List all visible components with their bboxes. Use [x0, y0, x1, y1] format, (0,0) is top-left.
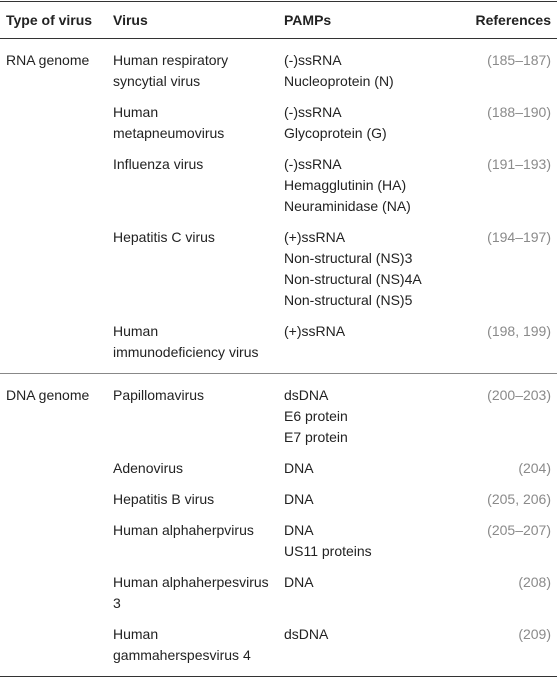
- reference: (204): [518, 460, 551, 476]
- virus-name: Human gammaherspesvirus 4: [107, 620, 278, 677]
- table-row: Adenovirus DNA (204): [0, 454, 557, 485]
- pamps: (-)ssRNA Glycoprotein (G): [278, 98, 458, 150]
- virus-type: DNA genome: [6, 387, 90, 403]
- virus-type: [0, 516, 107, 568]
- reference: (191–193): [487, 156, 551, 172]
- virus-type: [0, 223, 107, 317]
- reference: (200–203): [487, 387, 551, 403]
- table-row: Human alphaherpvirus DNA US11 proteins (205…: [0, 516, 557, 568]
- section: RNA genome Human respiratory syncytial vi…: [0, 39, 557, 374]
- pamps: dsDNA: [278, 620, 458, 677]
- pamps: DNA: [278, 454, 458, 485]
- virus-name: Human alphaherpvirus: [113, 522, 254, 538]
- virus-name: Human alphaherpesvirus 3: [113, 574, 269, 611]
- reference: (188–190): [487, 104, 551, 120]
- pamp: DNA: [284, 460, 314, 476]
- table-header: Type of virus Virus PAMPs References: [0, 1, 557, 39]
- pamp: DNA: [284, 574, 314, 590]
- reference: (208): [518, 574, 551, 590]
- virus-name: Hepatitis B virus: [113, 491, 215, 507]
- pamps: (+)ssRNA Non-structural (NS)3 Non-structur…: [278, 223, 458, 317]
- virus-type: [0, 485, 107, 516]
- reference: (205–207): [487, 522, 551, 538]
- table-row: Hepatitis C virus (+)ssRNA Non-structural …: [0, 223, 557, 317]
- pamp: DNA: [284, 491, 314, 507]
- reference: (209): [458, 620, 557, 677]
- pamp: E6 protein: [284, 408, 348, 424]
- pamp: DNA: [284, 522, 314, 538]
- pamps: (+)ssRNA: [278, 317, 458, 374]
- pamp: Nucleoprotein (N): [284, 73, 394, 89]
- column-header: Virus: [107, 1, 278, 39]
- virus-name: Hepatitis C virus: [113, 229, 215, 245]
- pamps: (-)ssRNA Nucleoprotein (N): [278, 39, 458, 99]
- pamps: DNA: [278, 485, 458, 516]
- pamp: dsDNA: [284, 626, 329, 642]
- pamps: dsDNA E6 protein E7 protein: [278, 374, 458, 455]
- virus-name: Papillomavirus: [113, 387, 205, 403]
- virus-type: [0, 568, 107, 620]
- table-row: DNA genome Papillomavirus dsDNA E6 protein E…: [0, 374, 557, 455]
- pamp: Glycoprotein (G): [284, 125, 387, 141]
- pamp: (+)ssRNA: [284, 323, 346, 339]
- reference: (185–187): [487, 52, 551, 68]
- pamp: (+)ssRNA: [284, 229, 346, 245]
- virus-type: [0, 150, 107, 223]
- virus-type: [0, 98, 107, 150]
- table-row: RNA genome Human respiratory syncytial vi…: [0, 39, 557, 99]
- pamp: Neuraminidase (NA): [284, 198, 411, 214]
- virus-name: Influenza virus: [113, 156, 204, 172]
- virus-type: RNA genome: [6, 52, 90, 68]
- reference: (198, 199): [458, 317, 557, 374]
- virus-type: [0, 454, 107, 485]
- virus-name: Human metapneumovirus: [113, 104, 225, 141]
- column-header: PAMPs: [278, 1, 458, 39]
- table-row: Human gammaherspesvirus 4 dsDNA (209): [0, 620, 557, 677]
- table-row: Human immunodeficiency virus (+)ssRNA (198…: [0, 317, 557, 374]
- pamp: dsDNA: [284, 387, 329, 403]
- section: DNA genome Papillomavirus dsDNA E6 protein E…: [0, 374, 557, 677]
- virus-type: [0, 317, 107, 374]
- pamp: Non-structural (NS)3: [284, 250, 413, 266]
- pamp: Hemagglutinin (HA): [284, 177, 407, 193]
- pamp: Non-structural (NS)4A: [284, 271, 422, 287]
- virus-name: Adenovirus: [113, 460, 184, 476]
- pamps: (-)ssRNA Hemagglutinin (HA) Neuraminidase …: [278, 150, 458, 223]
- pamp: (-)ssRNA: [284, 104, 342, 120]
- virus-name: Human immunodeficiency virus: [107, 317, 278, 374]
- pamps: DNA: [278, 568, 458, 620]
- pamp: Non-structural (NS)5: [284, 292, 413, 308]
- pamp: (-)ssRNA: [284, 156, 342, 172]
- table-row: Influenza virus (-)ssRNA Hemagglutinin (HA…: [0, 150, 557, 223]
- virus-name: Human respiratory syncytial virus: [113, 52, 229, 89]
- pamps: DNA US11 proteins: [278, 516, 458, 568]
- virus-type: [0, 620, 107, 677]
- pamp: US11 proteins: [284, 543, 372, 559]
- column-header: Type of virus: [0, 1, 107, 39]
- table-row: Human alphaherpesvirus 3 DNA (208): [0, 568, 557, 620]
- pamp: (-)ssRNA: [284, 52, 342, 68]
- reference: (194–197): [487, 229, 551, 245]
- table-row: Hepatitis B virus DNA (205, 206): [0, 485, 557, 516]
- pamp: E7 protein: [284, 429, 348, 445]
- reference: (205, 206): [487, 491, 551, 507]
- table-row: Human metapneumovirus (-)ssRNA Glycoprotei…: [0, 98, 557, 150]
- column-header: References: [458, 1, 557, 39]
- header-row: Type of virus Virus PAMPs References: [0, 1, 557, 39]
